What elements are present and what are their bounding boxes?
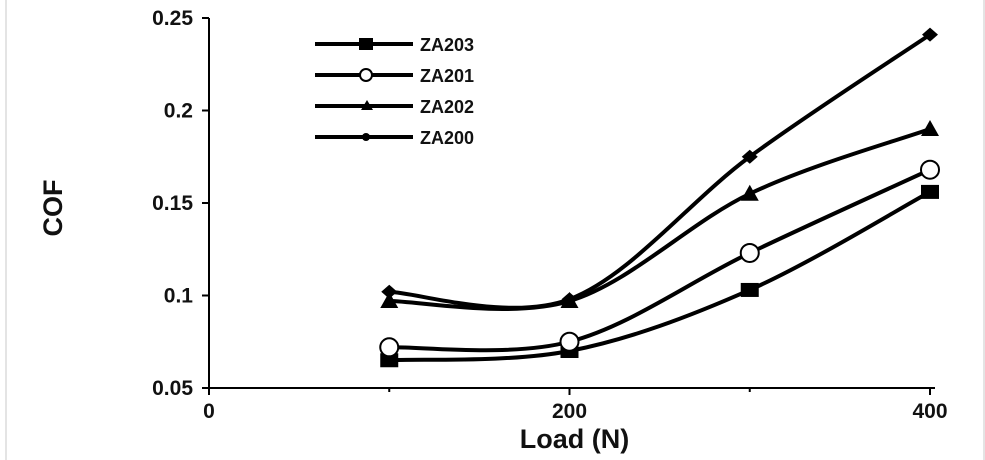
- data-point: [740, 184, 759, 201]
- data-point: [559, 331, 580, 352]
- legend-label: ZA203: [420, 35, 474, 55]
- y-tick-label: 0.1: [164, 285, 194, 308]
- data-point: [920, 159, 940, 180]
- legend-label: ZA201: [420, 66, 474, 86]
- legend-entry: ZA200: [315, 128, 474, 148]
- x-tick-label: 0: [203, 400, 215, 423]
- series-line: [389, 32, 932, 310]
- legend: ZA203 ZA201 ZA202 ZA200: [315, 35, 474, 148]
- x-ticks: 0 200 400: [203, 388, 948, 423]
- legend-marker: [359, 68, 373, 82]
- data-point: [561, 292, 578, 307]
- series-line: [389, 127, 931, 311]
- data-point: [379, 337, 400, 358]
- series-za201: [379, 159, 940, 358]
- series-za200: [381, 27, 938, 310]
- data-point: [921, 184, 939, 199]
- data-point: [741, 149, 758, 164]
- x-tick-label: 200: [552, 400, 587, 423]
- series-za202: [380, 120, 939, 311]
- legend-label: ZA200: [420, 128, 474, 148]
- data-point: [380, 353, 399, 368]
- y-tick-label: 0.15: [152, 192, 193, 215]
- legend-entry: ZA201: [315, 66, 474, 86]
- series-za203: [380, 184, 939, 368]
- data-point: [380, 292, 399, 309]
- legend-label: ZA202: [420, 97, 474, 117]
- y-tick-label: 0.2: [164, 100, 193, 123]
- y-tick-label: 0.05: [152, 377, 193, 400]
- x-axis-title: Load (N): [520, 424, 629, 454]
- y-ticks: 0.05 0.1 0.15 0.2 0.25: [152, 7, 209, 400]
- data-point: [381, 284, 398, 299]
- y-axis-title: COF: [38, 180, 68, 237]
- data-point: [921, 120, 939, 136]
- legend-marker: [359, 38, 373, 50]
- series-layer: [379, 27, 940, 368]
- legend-marker: [361, 100, 373, 110]
- data-point: [922, 27, 938, 42]
- legend-entry: ZA202: [315, 97, 474, 117]
- x-tick-label: 400: [912, 400, 947, 423]
- series-line: [389, 167, 931, 353]
- legend-entry: ZA203: [315, 35, 474, 55]
- legend-marker: [362, 133, 370, 141]
- y-tick-label: 0.25: [152, 7, 193, 30]
- series-line: [389, 190, 931, 363]
- data-point: [739, 242, 760, 263]
- data-point: [740, 282, 759, 297]
